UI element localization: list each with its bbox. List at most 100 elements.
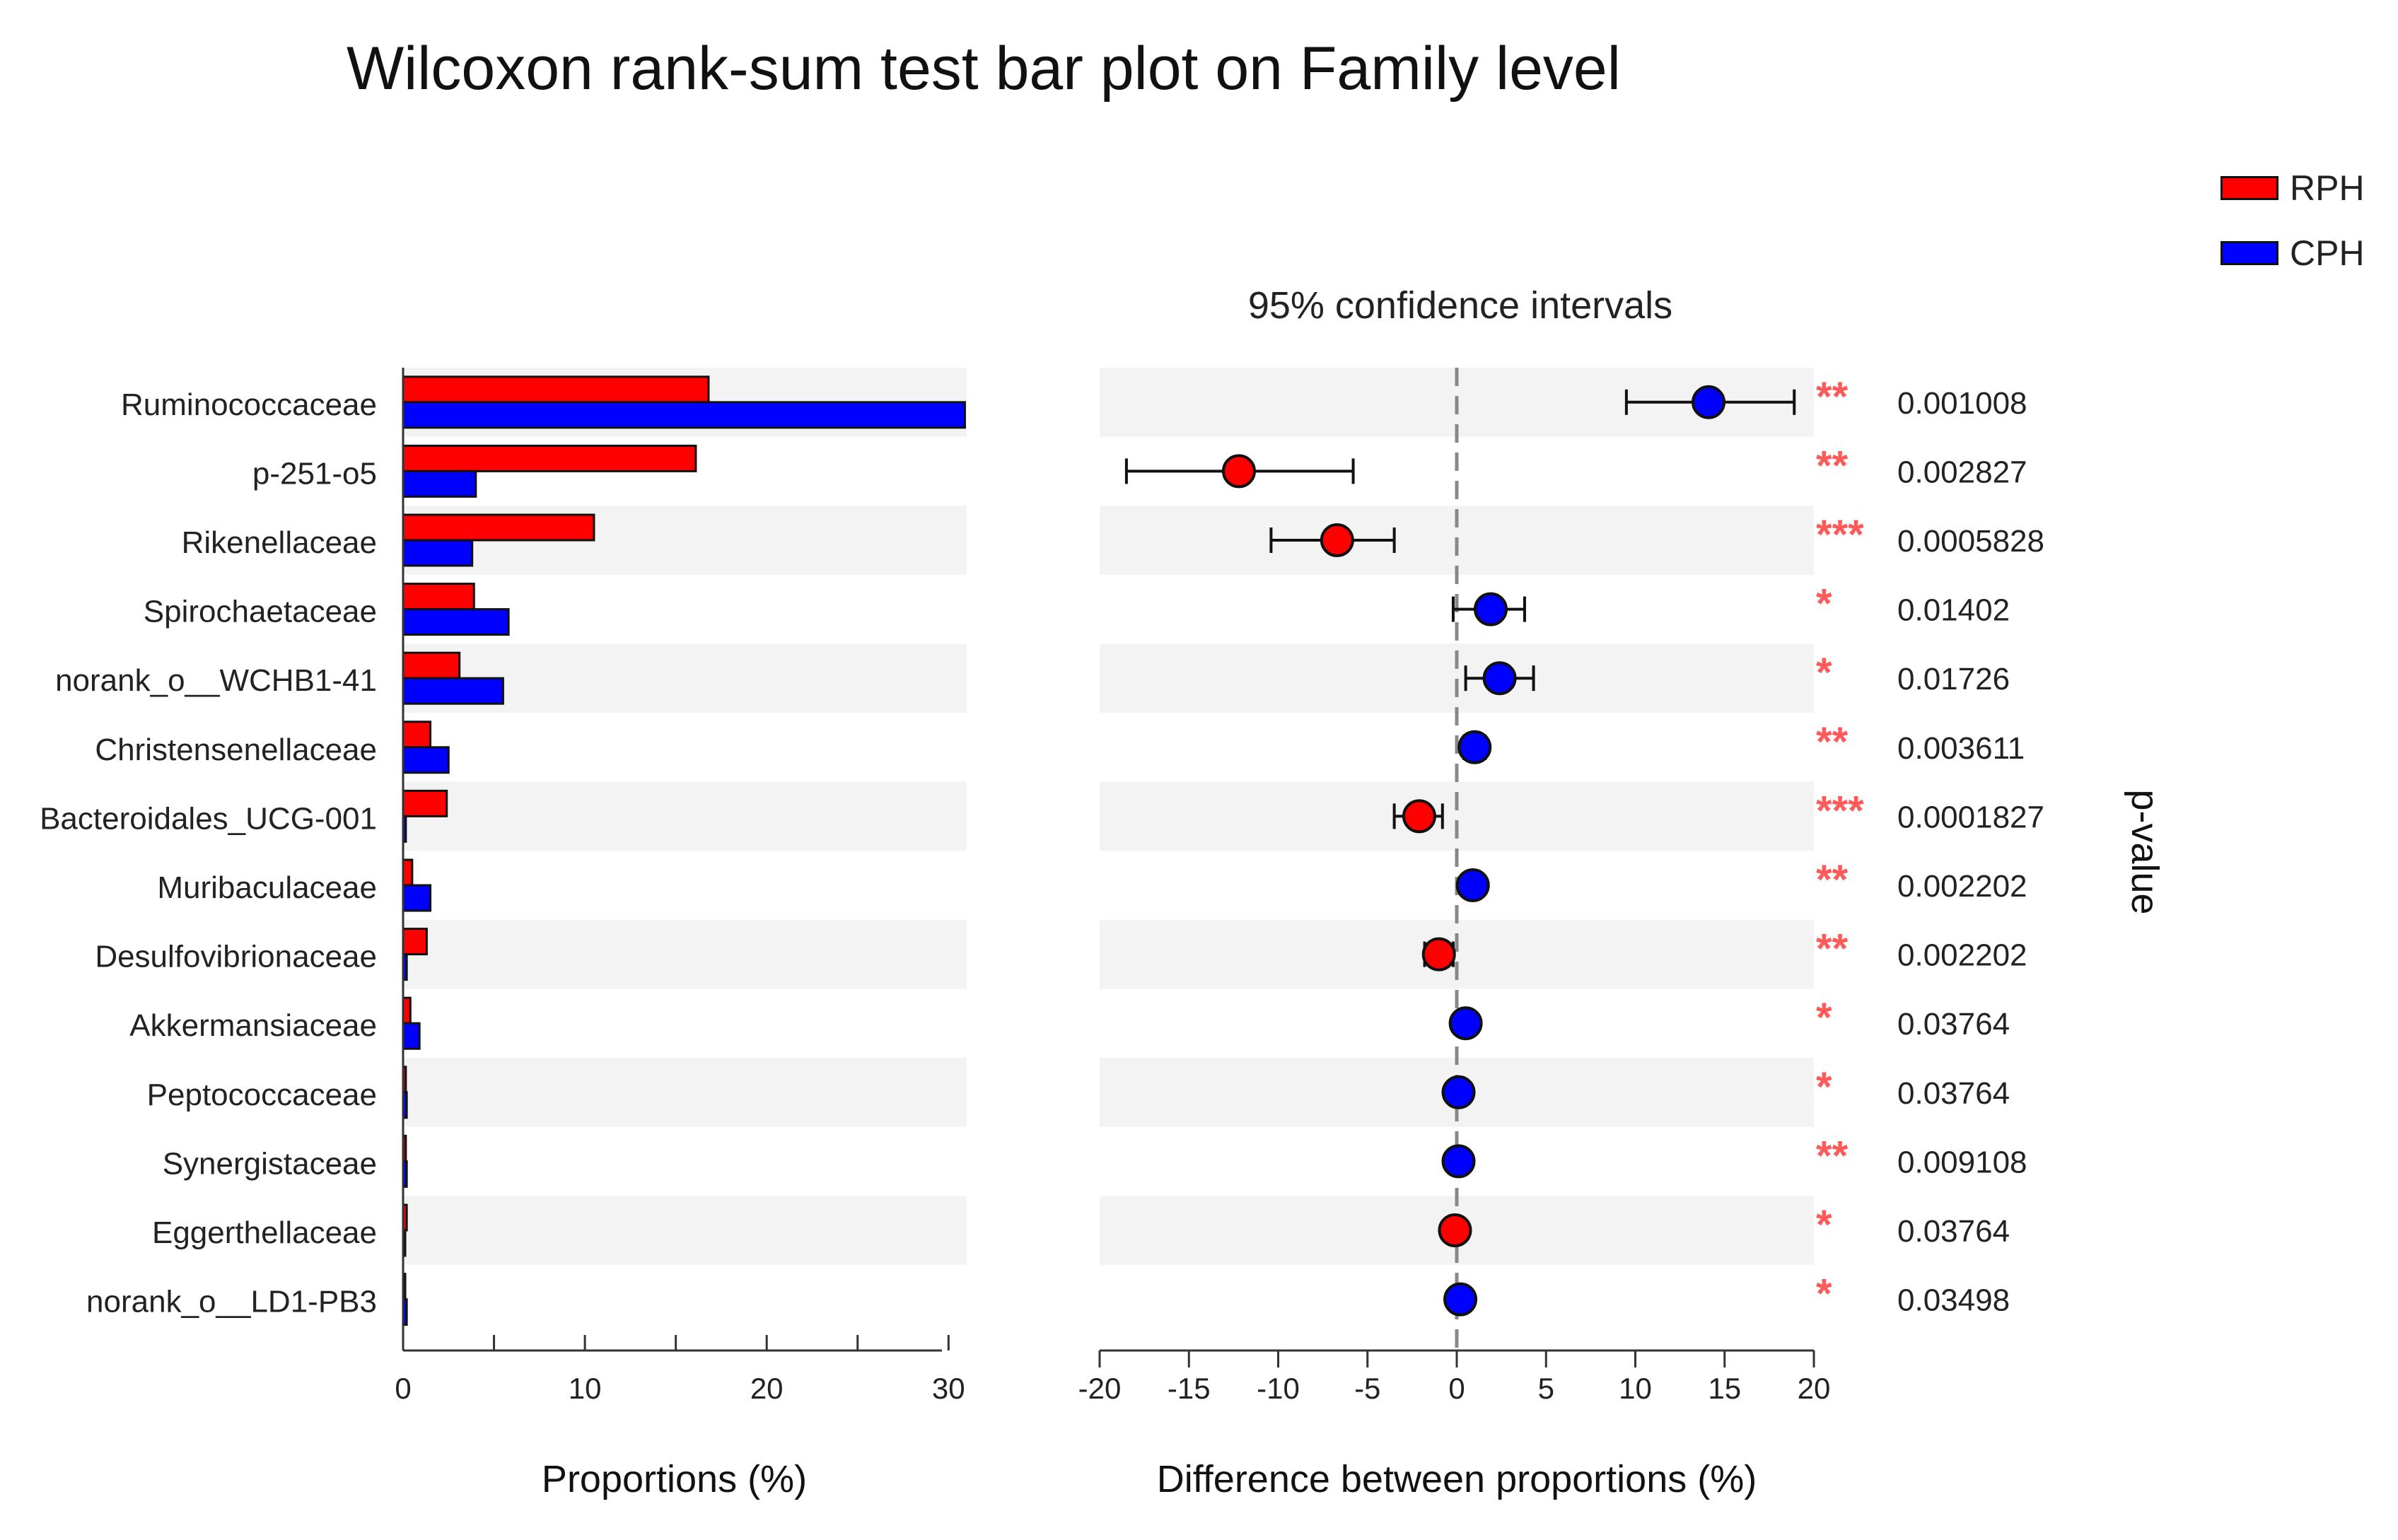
x-tick-label-left: 20 — [750, 1372, 784, 1405]
bar-cph — [402, 469, 477, 498]
x-axis-title-right: Difference between proportions (%) — [1157, 1458, 1757, 1500]
p-value-label: 0.03764 — [1897, 1007, 2010, 1042]
ci-point — [1441, 1144, 1476, 1179]
x-tick-label-right: 0 — [1448, 1372, 1465, 1405]
bar-rph — [402, 996, 412, 1025]
category-label: Peptococcaceae — [147, 1078, 377, 1112]
category-label: Eggerthellaceae — [152, 1215, 377, 1250]
row-band-left — [403, 1196, 967, 1265]
x-tick-label-left: 0 — [395, 1372, 411, 1405]
ci-point — [1221, 454, 1256, 489]
significance-stars: ** — [1816, 443, 1849, 489]
significance-stars: * — [1816, 581, 1832, 627]
p-value-label: 0.03764 — [1897, 1076, 2010, 1111]
p-value-label: 0.002202 — [1897, 938, 2027, 973]
significance-stars: ** — [1816, 857, 1849, 903]
x-tick-label-right: 15 — [1708, 1372, 1741, 1405]
bar-rph — [402, 583, 475, 611]
x-tick-label-left: 30 — [932, 1372, 965, 1405]
significance-stars: *** — [1816, 512, 1864, 558]
legend-swatch-cph — [2221, 241, 2278, 265]
bar-rph — [402, 375, 710, 404]
legend-item-rph: RPH — [2221, 156, 2365, 221]
significance-stars: * — [1816, 1064, 1832, 1110]
bar-cph — [402, 884, 432, 912]
p-value-label: 0.0005828 — [1897, 524, 2044, 559]
row-band-left — [403, 781, 967, 851]
significance-stars: * — [1816, 1202, 1832, 1248]
bar-rph — [402, 721, 432, 749]
x-tick-label-right: -15 — [1168, 1372, 1211, 1405]
category-label: Desulfovibrionaceae — [95, 940, 377, 974]
legend-item-cph: CPH — [2221, 221, 2365, 286]
bar-rph — [402, 513, 595, 542]
p-value-label: 0.001008 — [1897, 386, 2027, 421]
ci-point — [1482, 661, 1517, 696]
significance-stars: ** — [1816, 374, 1849, 420]
significance-stars: ** — [1816, 719, 1849, 765]
p-value-label: 0.003611 — [1897, 731, 2025, 766]
p-value-label: 0.009108 — [1897, 1145, 2027, 1179]
ci-point — [1402, 799, 1436, 834]
legend-label-rph: RPH — [2290, 168, 2365, 208]
bar-rph — [402, 789, 448, 817]
category-label: Bacteroidales_UCG-001 — [40, 801, 377, 836]
ci-point — [1692, 385, 1726, 419]
x-tick-label-right: -20 — [1078, 1372, 1122, 1405]
x-tick-label-right: -10 — [1257, 1372, 1300, 1405]
category-label: Synergistaceae — [163, 1146, 377, 1181]
category-label: Rikenellaceae — [182, 525, 377, 560]
category-label: norank_o__LD1-PB3 — [86, 1285, 377, 1319]
p-value-label: 0.002202 — [1897, 869, 2027, 904]
significance-stars: * — [1816, 650, 1832, 696]
p-value-label: 0.01402 — [1897, 593, 2010, 628]
ci-point — [1441, 1075, 1476, 1109]
x-axis-title-left: Proportions (%) — [542, 1458, 807, 1500]
ci-title: 95% confidence intervals — [1248, 284, 1672, 327]
bar-cph — [402, 401, 966, 429]
bar-rph — [402, 858, 414, 887]
bar-cph — [402, 746, 450, 774]
ci-point — [1443, 1282, 1478, 1317]
chart-title: Wilcoxon rank-sum test bar plot on Famil… — [347, 35, 1621, 103]
row-band-left — [403, 919, 967, 989]
category-label: Spirochaetaceae — [144, 595, 377, 629]
p-value-label: 0.0001827 — [1897, 800, 2044, 834]
significance-stars: * — [1816, 1271, 1832, 1317]
p-value-label: 0.03764 — [1897, 1214, 2010, 1249]
x-tick-label-right: 10 — [1619, 1372, 1652, 1405]
ci-point — [1320, 523, 1354, 557]
significance-stars: ** — [1816, 926, 1849, 972]
bar-rph — [402, 444, 697, 472]
bar-rph — [402, 651, 461, 679]
p-value-label: 0.002827 — [1897, 455, 2027, 489]
p-value-label: 0.01726 — [1897, 662, 2010, 696]
ci-point — [1421, 937, 1456, 972]
p-value-label: 0.03498 — [1897, 1283, 2010, 1318]
legend-swatch-rph — [2221, 176, 2278, 200]
ci-point — [1457, 730, 1492, 764]
ci-point — [1455, 868, 1490, 902]
ci-point — [1473, 592, 1508, 626]
category-label: Muribaculaceae — [157, 870, 377, 905]
x-tick-label-right: 20 — [1798, 1372, 1831, 1405]
bar-cph — [402, 539, 474, 567]
ci-point — [1448, 1006, 1483, 1041]
row-band-left — [403, 1058, 967, 1127]
bar-cph — [402, 608, 510, 636]
significance-stars: *** — [1816, 788, 1864, 834]
category-label: Ruminococcaceae — [121, 387, 377, 422]
category-label: Akkermansiaceae — [129, 1008, 377, 1043]
legend: RPH CPH — [2221, 156, 2365, 286]
bar-cph — [402, 677, 504, 705]
x-tick-label-right: 5 — [1538, 1372, 1554, 1405]
legend-label-cph: CPH — [2290, 233, 2365, 273]
p-value-axis-label: p-value — [2124, 789, 2166, 914]
category-label: Christensenellaceae — [95, 733, 377, 767]
bar-rph — [402, 928, 428, 956]
x-tick-label-right: -5 — [1354, 1372, 1380, 1405]
category-label: p-251-o5 — [252, 456, 377, 491]
ci-point — [1438, 1213, 1472, 1247]
bar-cph — [402, 1022, 421, 1050]
